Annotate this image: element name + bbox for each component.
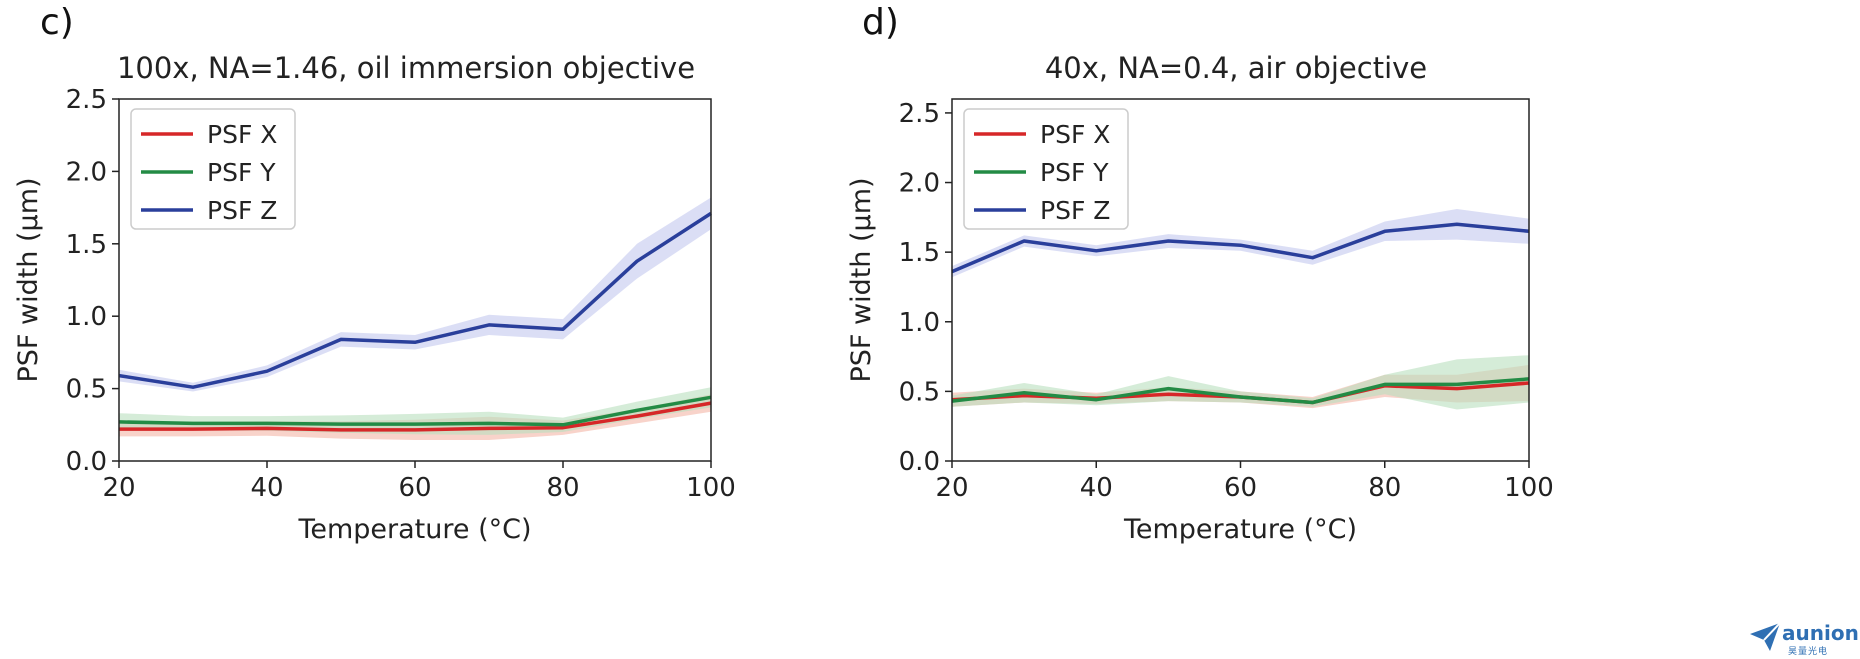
legend-box <box>130 108 296 230</box>
x-tick-label: 40 <box>1080 473 1113 503</box>
series-line-psf-y <box>118 395 712 427</box>
y-tick-label: 2.5 <box>899 99 940 129</box>
series-line-psf-x <box>119 401 712 432</box>
x-axis-label: Temperature (°C) <box>1123 514 1357 545</box>
y-tick-label: 0.5 <box>66 375 107 405</box>
legend: PSF X PSF Y PSF Z <box>130 108 296 230</box>
y-tick-label: 1.0 <box>899 308 940 338</box>
watermark-subtext: 昊量光电 <box>1788 647 1829 657</box>
y-tick-label: 1.0 <box>66 302 107 332</box>
confidence-band-psf-z <box>119 197 711 392</box>
x-tick-label: 60 <box>398 473 431 503</box>
legend-label: PSF Z <box>207 196 277 225</box>
legend-label: PSF Z <box>1040 196 1110 225</box>
y-axis-label: PSF width (µm) <box>13 177 44 382</box>
legend-label: PSF Y <box>207 158 276 187</box>
y-tick-label: 2.0 <box>899 169 940 199</box>
series-line-psf-z <box>118 211 712 389</box>
confidence-band-psf-y <box>952 355 1529 410</box>
legend-label: PSF Y <box>1040 158 1109 187</box>
y-tick-label: 2.0 <box>66 157 107 187</box>
chart-title: 40x, NA=0.4, air objective <box>1045 51 1427 85</box>
x-tick-label: 60 <box>1224 473 1257 503</box>
paper-plane-icon <box>1750 622 1781 651</box>
legend-label: PSF X <box>1040 120 1110 149</box>
legend-box <box>963 108 1129 230</box>
panel-label: d) <box>862 2 899 43</box>
x-tick-label: 100 <box>686 473 736 503</box>
y-tick-label: 1.5 <box>66 230 107 260</box>
y-axis-label: PSF width (µm) <box>846 177 877 382</box>
y-tick-label: 1.5 <box>899 238 940 268</box>
series-line-psf-y <box>951 377 1530 405</box>
confidence-band-psf-z <box>952 209 1529 278</box>
y-tick-label: 0.5 <box>899 377 940 407</box>
chart-panel-2: d) 40x, NA=0.4, air objective 20 40 60 80 100 0… <box>846 2 1554 545</box>
watermark-text: aunion <box>1782 621 1859 645</box>
legend-label: PSF X <box>207 120 277 149</box>
x-axis-label: Temperature (°C) <box>297 514 531 545</box>
series-line-psf-z <box>951 222 1530 274</box>
x-tick-label: 20 <box>935 473 968 503</box>
x-tick-label: 80 <box>546 473 579 503</box>
x-tick-label: 100 <box>1504 473 1554 503</box>
x-tick-label: 20 <box>102 473 135 503</box>
y-tick-label: 0.0 <box>899 447 940 477</box>
chart-title: 100x, NA=1.46, oil immersion objective <box>117 51 695 85</box>
watermark-logo: aunion 昊量光电 <box>1748 620 1859 657</box>
x-tick-label: 40 <box>250 473 283 503</box>
legend: PSF X PSF Y PSF Z <box>963 108 1129 230</box>
chart-panel-1: c) 100x, NA=1.46, oil immersion objective… <box>13 2 736 545</box>
panel-label: c) <box>40 2 74 43</box>
x-tick-label: 80 <box>1368 473 1401 503</box>
y-tick-label: 2.5 <box>66 85 107 115</box>
y-tick-label: 0.0 <box>66 447 107 477</box>
